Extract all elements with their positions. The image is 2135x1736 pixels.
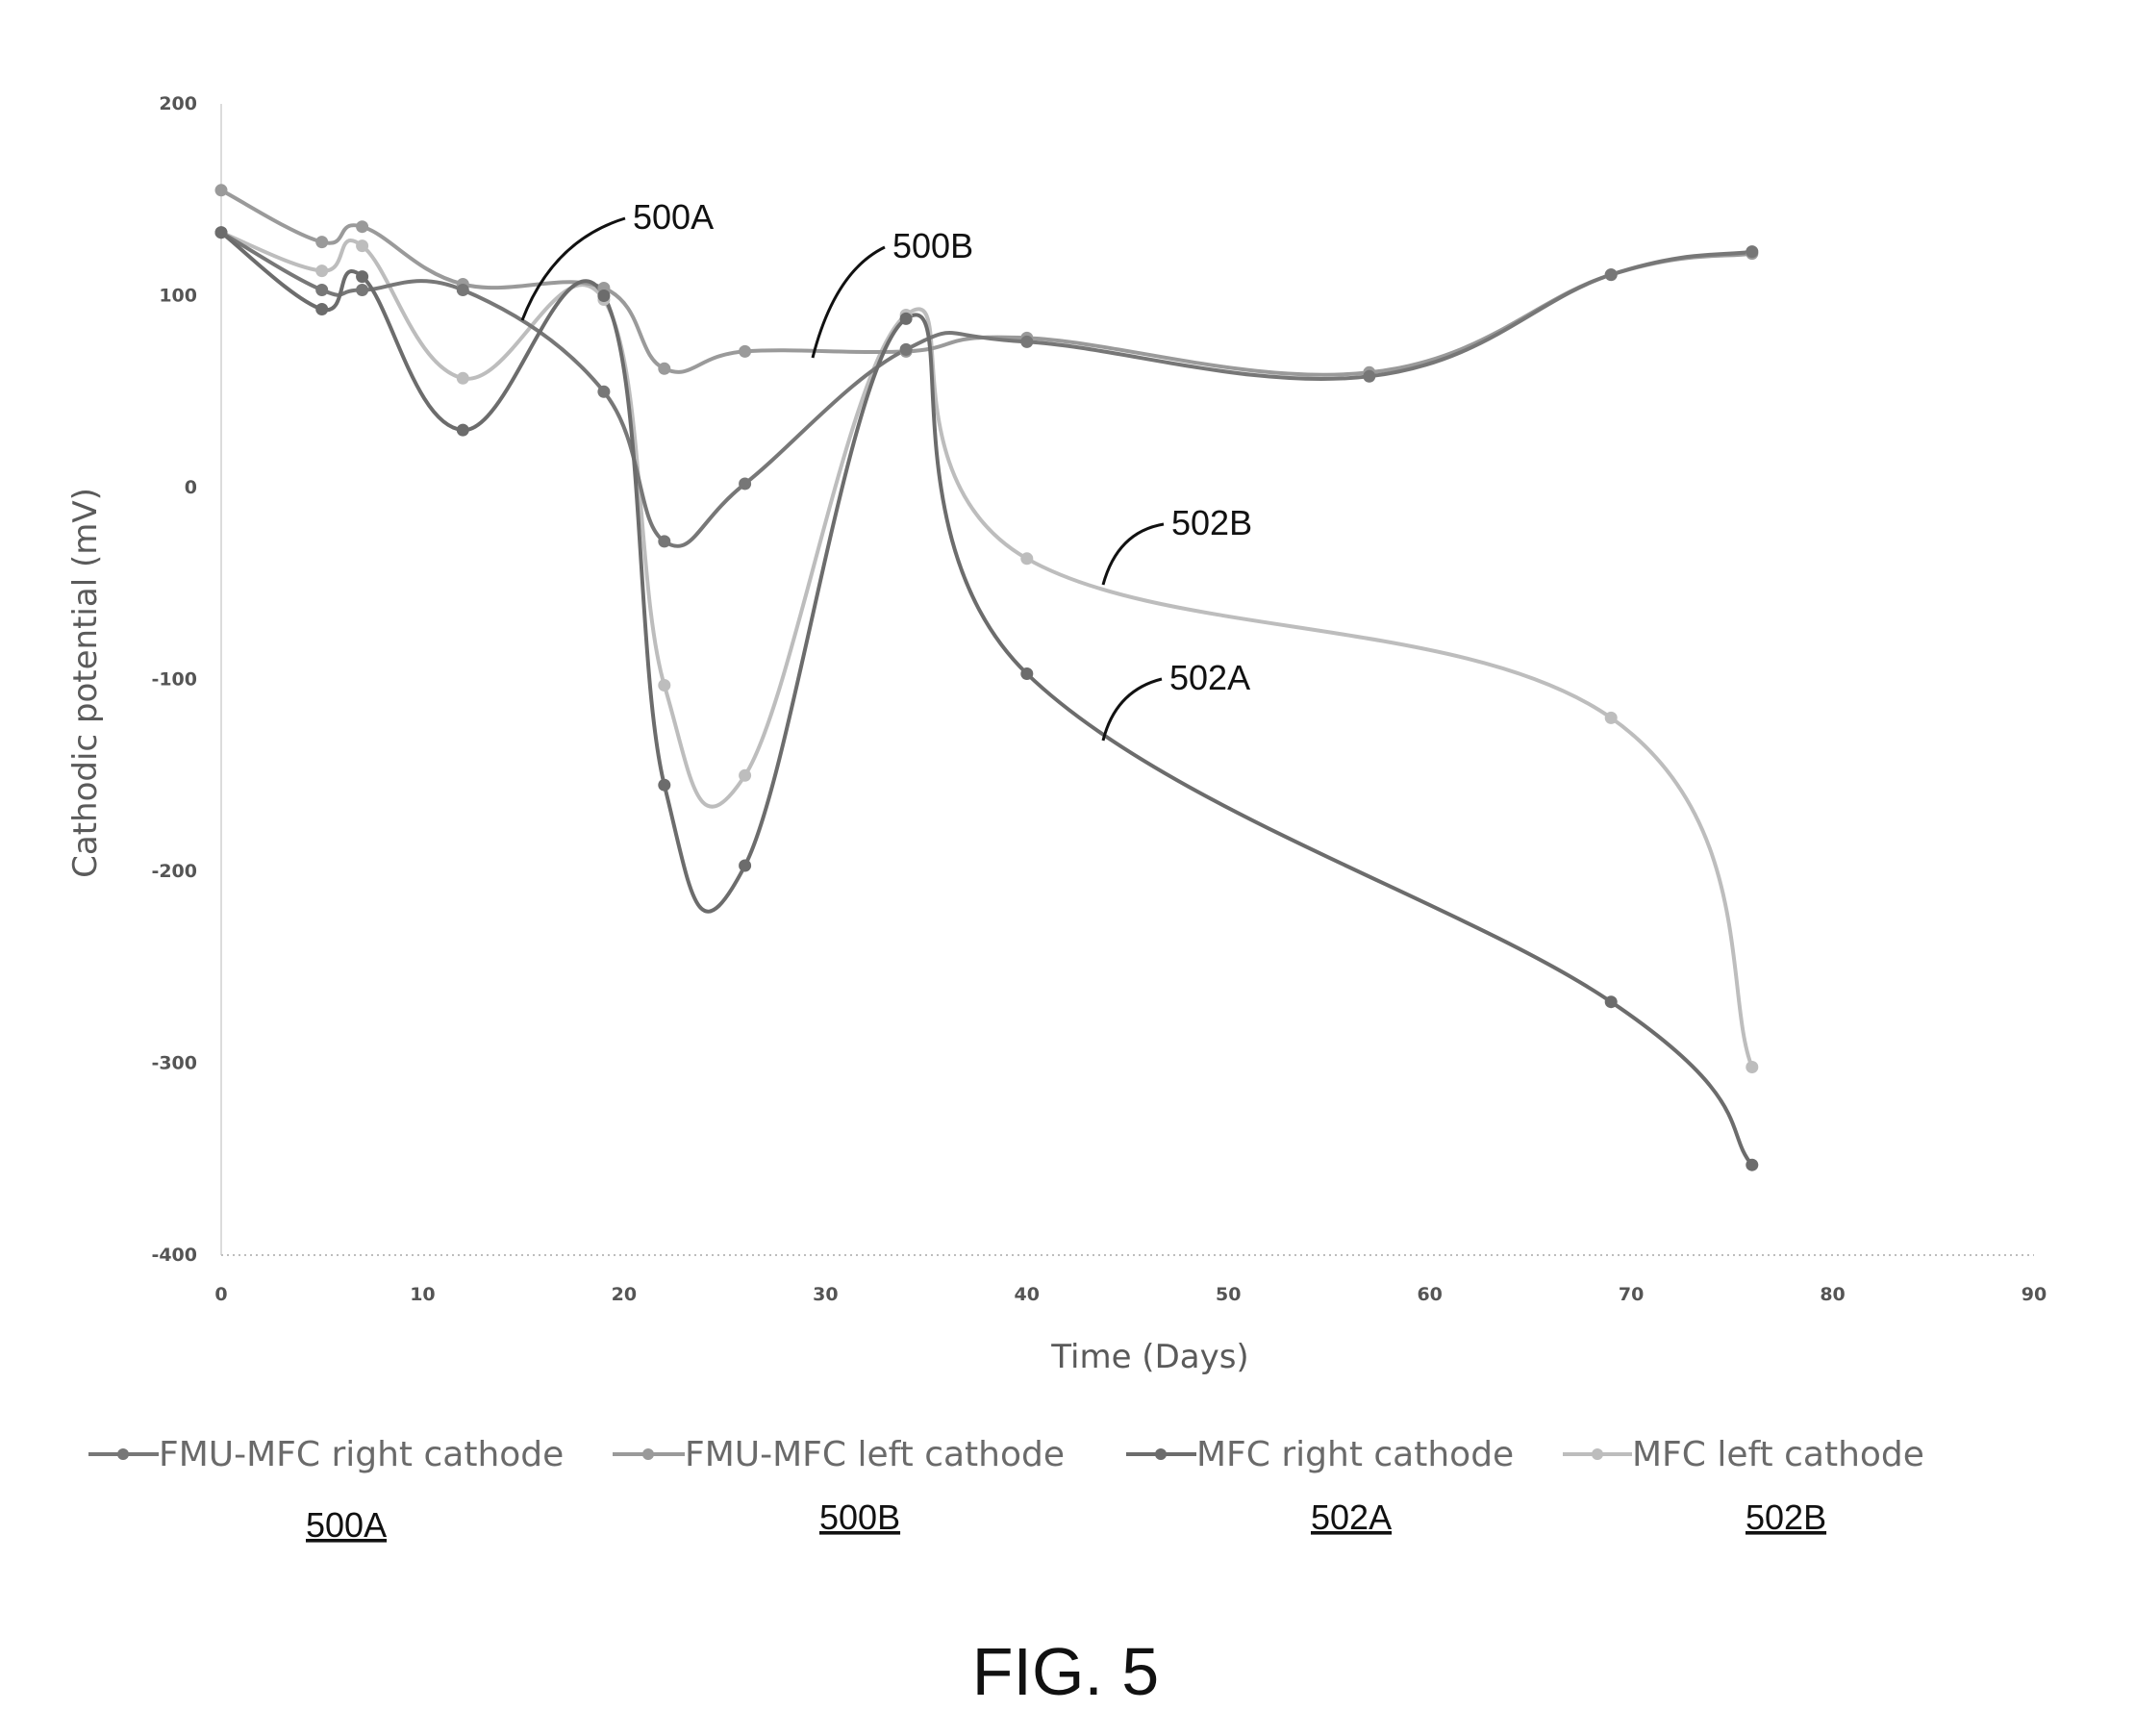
data-point-500A	[658, 535, 671, 548]
series-lines	[219, 189, 1754, 1167]
series-line-502B	[220, 230, 1754, 1069]
data-point-500B	[658, 362, 671, 375]
legend-item-fmu-mfc-left: FMU-MFC left cathode 500B	[613, 1435, 1065, 1537]
data-point-502A	[1604, 995, 1618, 1009]
x-tick-label: 90	[2022, 1284, 2047, 1305]
callout-502A: 502A	[1169, 658, 1250, 697]
legend: FMU-MFC right cathode 500A FMU-MFC left …	[88, 1435, 1924, 1545]
y-tick-label: -300	[151, 1053, 197, 1074]
x-tick-label: 50	[1216, 1284, 1241, 1305]
data-point-502A	[899, 312, 913, 325]
y-tick-label: -100	[151, 669, 197, 691]
callout-leader-502A	[1101, 677, 1163, 742]
x-tick-label: 80	[1820, 1284, 1845, 1305]
callout-leader-500B	[811, 245, 886, 359]
legend-ref: 500B	[819, 1497, 900, 1537]
callout-leader-500A	[520, 216, 626, 321]
data-point-500A	[597, 385, 611, 398]
data-point-500A	[1020, 335, 1034, 348]
y-tick-label: 0	[185, 477, 197, 498]
data-point-500A	[1746, 245, 1759, 259]
data-point-500A	[456, 284, 469, 296]
data-point-502A	[597, 289, 611, 302]
callout-leader-502B	[1101, 522, 1165, 586]
callout-502B: 502B	[1171, 503, 1252, 542]
legend-ref: 500A	[306, 1505, 387, 1545]
data-point-502B	[658, 679, 671, 692]
series-line-500B	[220, 189, 1753, 377]
y-tick-labels: 200 100 0 -100 -200 -300 -400	[151, 93, 197, 1266]
data-point-500B	[315, 236, 329, 249]
figure-label: FIG. 5	[972, 1634, 1159, 1709]
x-tick-label: 10	[410, 1284, 435, 1305]
data-point-502A	[315, 303, 329, 315]
data-point-502B	[1020, 552, 1034, 566]
callout-500A: 500A	[633, 197, 714, 237]
data-point-502A	[1020, 667, 1034, 680]
data-point-502A	[214, 226, 228, 239]
data-point-500A	[899, 342, 913, 356]
data-point-500B	[739, 344, 752, 358]
series-points	[214, 184, 1759, 1171]
x-tick-labels: 0 10 20 30 40 50 60 70 80 90	[214, 1284, 2047, 1305]
data-point-502B	[315, 264, 329, 278]
x-axis-title: Time (Days)	[1050, 1338, 1248, 1376]
legend-ref: 502B	[1746, 1497, 1826, 1537]
legend-marker	[1592, 1448, 1603, 1460]
legend-label: FMU-MFC right cathode	[159, 1435, 564, 1474]
data-point-502A	[1746, 1158, 1759, 1171]
x-tick-label: 40	[1015, 1284, 1040, 1305]
legend-ref: 502A	[1311, 1497, 1392, 1537]
data-point-500A	[739, 477, 752, 491]
data-point-502B	[356, 239, 369, 253]
legend-item-mfc-left: MFC left cathode 502B	[1563, 1435, 1924, 1537]
data-point-502A	[739, 859, 752, 872]
data-point-502A	[456, 423, 469, 437]
y-tick-label: 100	[159, 286, 197, 307]
y-tick-label: -200	[151, 861, 197, 882]
x-tick-label: 30	[813, 1284, 838, 1305]
data-point-502A	[658, 778, 671, 792]
callout-500B: 500B	[892, 226, 973, 265]
x-tick-label: 70	[1619, 1284, 1644, 1305]
y-tick-label: 200	[159, 93, 197, 114]
data-point-500A	[1363, 369, 1376, 383]
data-point-502B	[1746, 1061, 1759, 1073]
legend-label: MFC left cathode	[1632, 1435, 1924, 1474]
legend-marker	[117, 1448, 129, 1460]
legend-label: FMU-MFC left cathode	[685, 1435, 1065, 1474]
legend-label: MFC right cathode	[1196, 1435, 1514, 1474]
x-tick-label: 20	[612, 1284, 637, 1305]
data-point-500B	[356, 220, 369, 234]
legend-item-fmu-mfc-right: FMU-MFC right cathode 500A	[88, 1435, 564, 1545]
data-point-500B	[214, 184, 228, 197]
y-tick-label: -400	[151, 1245, 197, 1266]
y-axis-title: Cathodic potential (mV)	[66, 488, 105, 878]
series-line-502A	[219, 231, 1754, 1167]
data-point-500A	[1604, 268, 1618, 282]
legend-marker	[642, 1448, 654, 1460]
legend-item-mfc-right: MFC right cathode 502A	[1126, 1435, 1514, 1537]
x-tick-label: 60	[1417, 1284, 1442, 1305]
x-tick-label: 0	[214, 1284, 227, 1305]
data-point-500A	[356, 284, 369, 296]
series-line-500A	[220, 230, 1753, 548]
data-point-502B	[1604, 711, 1618, 724]
data-point-502B	[739, 768, 752, 782]
legend-marker	[1155, 1448, 1167, 1460]
data-point-502A	[356, 270, 369, 284]
data-point-502B	[456, 371, 469, 385]
data-point-500A	[315, 284, 329, 296]
